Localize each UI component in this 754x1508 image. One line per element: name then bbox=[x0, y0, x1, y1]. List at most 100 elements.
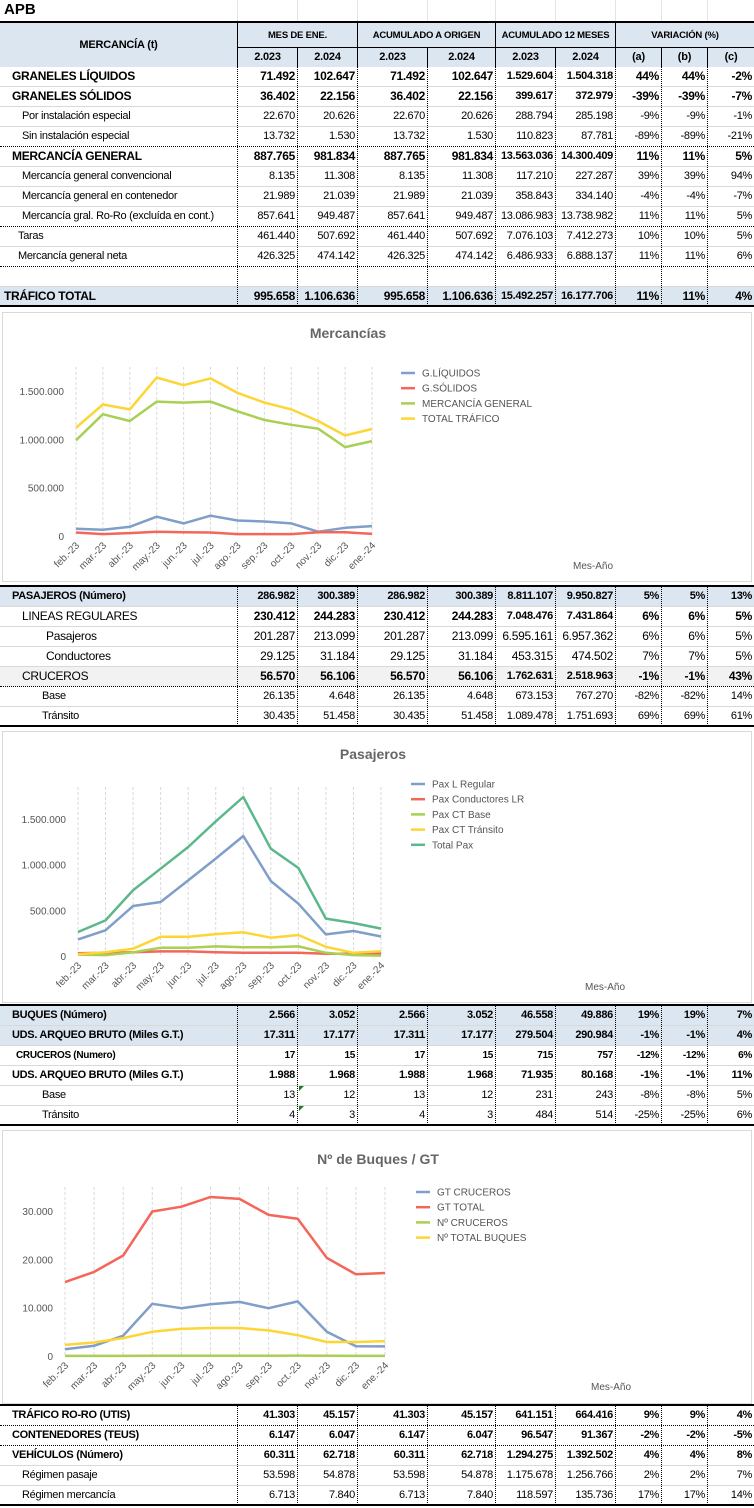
cell-value[interactable]: -2% bbox=[707, 67, 754, 86]
cell-value[interactable]: 17.311 bbox=[357, 1026, 427, 1045]
cell-value[interactable]: 15 bbox=[297, 1046, 357, 1065]
cell-value[interactable]: 857.641 bbox=[357, 207, 427, 226]
cell-value[interactable]: 8.135 bbox=[357, 167, 427, 186]
cell-value[interactable]: 29.125 bbox=[237, 647, 297, 666]
cell-value[interactable]: 13 bbox=[237, 1086, 297, 1105]
cell-value[interactable]: 45.157 bbox=[427, 1406, 495, 1425]
cell-value[interactable]: 30.435 bbox=[237, 707, 297, 726]
cell-value[interactable]: -1% bbox=[661, 1066, 707, 1085]
cell-value[interactable]: 39% bbox=[615, 167, 661, 186]
cell-value[interactable]: 26.135 bbox=[237, 687, 297, 706]
cell-value[interactable]: 474.502 bbox=[555, 647, 615, 666]
cell-value[interactable]: 981.834 bbox=[297, 147, 357, 166]
cell-value[interactable]: 3.052 bbox=[297, 1006, 357, 1025]
cell-value[interactable]: 31.184 bbox=[427, 647, 495, 666]
cell-value[interactable]: 7.431.864 bbox=[555, 607, 615, 626]
cell-value[interactable]: 26.135 bbox=[357, 687, 427, 706]
cell-value[interactable]: -1% bbox=[661, 667, 707, 686]
cell-value[interactable]: 6.047 bbox=[427, 1426, 495, 1445]
cell-value[interactable]: 135.736 bbox=[555, 1486, 615, 1505]
cell-value[interactable]: 484 bbox=[495, 1106, 555, 1125]
cell-value[interactable]: 94% bbox=[707, 167, 754, 186]
cell-value[interactable]: 641.151 bbox=[495, 1406, 555, 1425]
cell-value[interactable]: 7% bbox=[707, 1006, 754, 1025]
cell-value[interactable]: 426.325 bbox=[357, 247, 427, 266]
cell-value[interactable]: 7.076.103 bbox=[495, 227, 555, 246]
cell-value[interactable]: 6% bbox=[615, 627, 661, 646]
cell-value[interactable]: 461.440 bbox=[357, 227, 427, 246]
cell-value[interactable]: 4.648 bbox=[297, 687, 357, 706]
cell-value[interactable]: 213.099 bbox=[427, 627, 495, 646]
cell-value[interactable]: -2% bbox=[661, 1426, 707, 1445]
cell-value[interactable]: 13.086.983 bbox=[495, 207, 555, 226]
cell-value[interactable]: 857.641 bbox=[237, 207, 297, 226]
cell-value[interactable]: 44% bbox=[615, 67, 661, 86]
cell-value[interactable]: 14% bbox=[707, 1486, 754, 1505]
cell-value[interactable]: 15.492.257 bbox=[495, 287, 555, 306]
cell-value[interactable]: 51.458 bbox=[427, 707, 495, 726]
cell-value[interactable]: 7.840 bbox=[427, 1486, 495, 1505]
cell-value[interactable]: 31.184 bbox=[297, 647, 357, 666]
cell-value[interactable]: 5% bbox=[661, 587, 707, 606]
cell-value[interactable]: 21.039 bbox=[427, 187, 495, 206]
cell-value[interactable]: 21.989 bbox=[357, 187, 427, 206]
cell-value[interactable]: 1.988 bbox=[357, 1066, 427, 1085]
cell-value[interactable]: -7% bbox=[707, 87, 754, 106]
cell-value[interactable]: 61% bbox=[707, 707, 754, 726]
cell-value[interactable]: 8.135 bbox=[237, 167, 297, 186]
cell-value[interactable]: 334.140 bbox=[555, 187, 615, 206]
cell-value[interactable]: -82% bbox=[661, 687, 707, 706]
cell-value[interactable]: -21% bbox=[707, 127, 754, 146]
cell-value[interactable]: 1.988 bbox=[237, 1066, 297, 1085]
cell-value[interactable]: 21.989 bbox=[237, 187, 297, 206]
cell-value[interactable]: 474.142 bbox=[297, 247, 357, 266]
cell-value[interactable]: 14.300.409 bbox=[555, 147, 615, 166]
cell-value[interactable]: 71.935 bbox=[495, 1066, 555, 1085]
cell-value[interactable]: 231 bbox=[495, 1086, 555, 1105]
cell-value[interactable]: 4 bbox=[237, 1106, 297, 1125]
cell-value[interactable]: 14% bbox=[707, 687, 754, 706]
cell-value[interactable]: -89% bbox=[615, 127, 661, 146]
cell-value[interactable]: -9% bbox=[615, 107, 661, 126]
cell-value[interactable]: 757 bbox=[555, 1046, 615, 1065]
cell-value[interactable]: -1% bbox=[661, 1026, 707, 1045]
cell-value[interactable]: 399.617 bbox=[495, 87, 555, 106]
cell-value[interactable]: 10% bbox=[661, 227, 707, 246]
cell-value[interactable]: 1.106.636 bbox=[427, 287, 495, 306]
cell-value[interactable]: 62.718 bbox=[427, 1446, 495, 1465]
cell-value[interactable]: 995.658 bbox=[237, 287, 297, 306]
cell-value[interactable]: 17.177 bbox=[297, 1026, 357, 1045]
cell-value[interactable]: -82% bbox=[615, 687, 661, 706]
cell-value[interactable]: 2% bbox=[615, 1466, 661, 1485]
cell-value[interactable]: 15 bbox=[427, 1046, 495, 1065]
cell-value[interactable]: 13.732 bbox=[237, 127, 297, 146]
cell-value[interactable]: 1.968 bbox=[297, 1066, 357, 1085]
cell-value[interactable]: 4 bbox=[357, 1106, 427, 1125]
cell-value[interactable]: 17.177 bbox=[427, 1026, 495, 1045]
cell-value[interactable]: 6.486.933 bbox=[495, 247, 555, 266]
cell-value[interactable]: 20.626 bbox=[427, 107, 495, 126]
cell-value[interactable]: 22.670 bbox=[237, 107, 297, 126]
cell-value[interactable]: 4% bbox=[707, 1026, 754, 1045]
cell-value[interactable]: 54.878 bbox=[427, 1466, 495, 1485]
cell-value[interactable]: -1% bbox=[615, 1066, 661, 1085]
cell-value[interactable]: 453.315 bbox=[495, 647, 555, 666]
cell-value[interactable]: 4% bbox=[707, 287, 754, 306]
cell-value[interactable]: 56.106 bbox=[297, 667, 357, 686]
cell-value[interactable]: 56.570 bbox=[357, 667, 427, 686]
cell-value[interactable]: 13% bbox=[707, 587, 754, 606]
cell-value[interactable]: 244.283 bbox=[427, 607, 495, 626]
cell-value[interactable]: 11.308 bbox=[297, 167, 357, 186]
cell-value[interactable]: -4% bbox=[661, 187, 707, 206]
cell-value[interactable]: 12 bbox=[297, 1086, 357, 1105]
cell-value[interactable]: 474.142 bbox=[427, 247, 495, 266]
cell-value[interactable]: 17.311 bbox=[237, 1026, 297, 1045]
cell-value[interactable]: 19% bbox=[615, 1006, 661, 1025]
cell-value[interactable]: -8% bbox=[615, 1086, 661, 1105]
cell-value[interactable]: 11.308 bbox=[427, 167, 495, 186]
cell-value[interactable]: 286.982 bbox=[357, 587, 427, 606]
cell-value[interactable]: -39% bbox=[661, 87, 707, 106]
cell-value[interactable]: 6.888.137 bbox=[555, 247, 615, 266]
cell-value[interactable]: 43% bbox=[707, 667, 754, 686]
cell-value[interactable]: 13.732 bbox=[357, 127, 427, 146]
